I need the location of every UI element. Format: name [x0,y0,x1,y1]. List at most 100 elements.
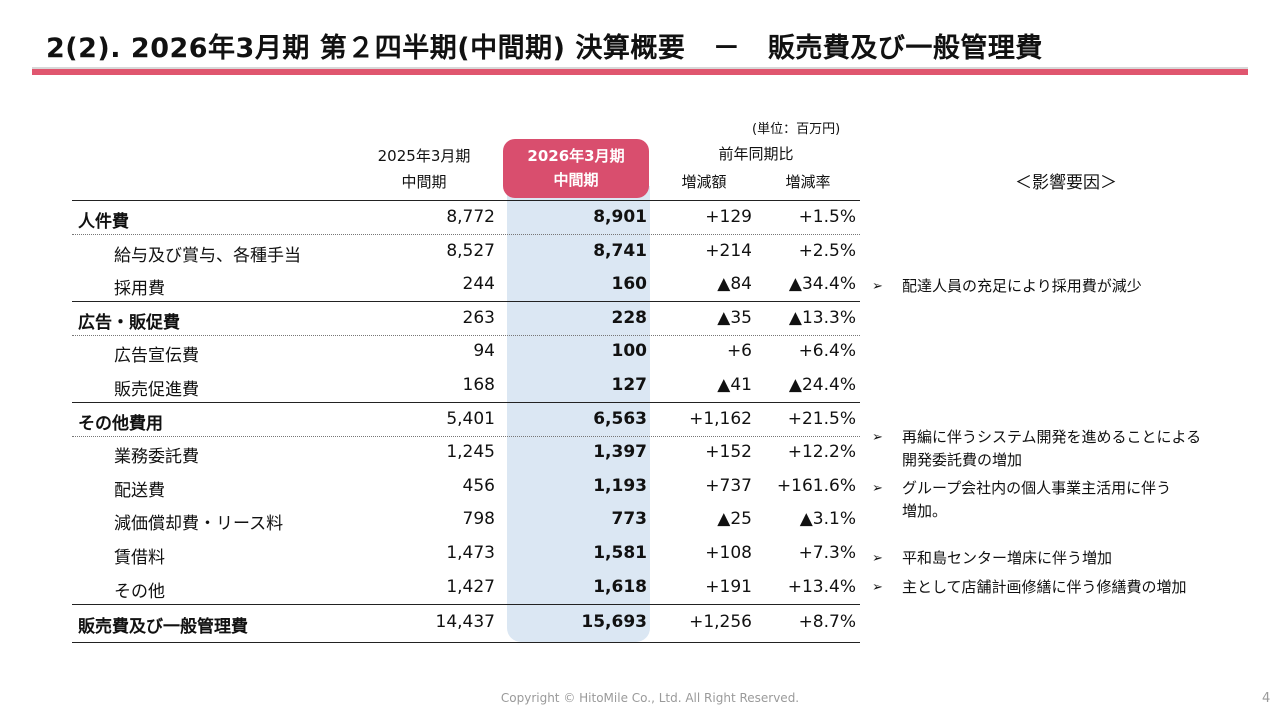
curr-value: 6,563 [593,408,647,429]
row-label: 販売費及び一般管理費 [78,617,248,638]
factor-text: グループ会社内の個人事業主活用に伴う [902,479,1172,497]
factor-text-cont: 増加。 [902,502,948,520]
table-row: その他 1,427 1,618 +191 +13.4% [72,570,860,604]
row-label: 人件費 [78,212,129,232]
current-period-year: 2026年3月期 [527,147,625,165]
curr-value: 100 [611,341,648,362]
row-label: 広告・販促費 [78,312,180,333]
current-period-label: 中間期 [553,171,599,189]
curr-value: 127 [611,374,648,395]
curr-value: 773 [611,509,648,530]
rate-value: ▲24.4% [788,374,856,395]
rate-value: +12.2% [787,442,856,463]
prev-value: 5,401 [446,408,495,429]
diff-value: ▲25 [717,509,752,530]
row-label: 販売促進費 [114,379,199,400]
table-row: 販売促進費 168 127 ▲41 ▲24.4% [72,368,860,402]
curr-value: 1,193 [593,475,647,496]
table-row: 賃借料 1,473 1,581 +108 +7.3% [72,536,860,570]
table-row-total: 販売費及び一般管理費 14,437 15,693 +1,256 +8.7% [72,603,860,641]
prev-value: 456 [462,475,495,496]
factor-text: 配達人員の充足により採用費が減少 [902,277,1142,295]
title-underline [32,69,1248,75]
table-row-personnel: 人件費 8,772 8,901 +129 +1.5% [72,200,860,234]
row-label: 給与及び賞与、各種手当 [114,245,301,266]
row-label: その他 [114,581,165,602]
prev-period-year: 2025年3月期 [377,147,471,165]
rate-value: +13.4% [787,576,856,597]
prev-value: 244 [462,274,495,295]
group-divider [72,301,860,302]
prev-value: 798 [462,509,495,530]
prev-value: 8,527 [446,240,495,261]
sga-table: 人件費 8,772 8,901 +129 +1.5% 給与及び賞与、各種手当 8… [72,200,860,641]
diff-value: +129 [705,207,752,227]
row-label: 広告宣伝費 [114,346,199,367]
rate-value: ▲3.1% [799,509,856,530]
prev-value: 94 [473,341,495,362]
diff-value: +1,162 [689,408,752,429]
factors-title: ＜影響要因＞ [1015,173,1117,193]
diff-value: +108 [705,542,752,563]
arrow-bullet-icon: ➢ [872,279,883,294]
rate-value: ▲34.4% [788,274,856,295]
arrow-bullet-icon: ➢ [872,481,883,496]
diff-value: ▲41 [717,374,752,395]
curr-value: 1,397 [593,442,647,463]
curr-value: 228 [611,307,648,328]
total-divider [72,604,860,605]
diff-value: +737 [705,475,752,496]
current-period-header: 2026年3月期 中間期 [503,139,649,198]
curr-value: 1,581 [593,542,647,563]
table-top-rule [72,200,860,201]
diff-value: ▲84 [717,274,752,295]
factor-text: 再編に伴うシステム開発を進めることによる [902,428,1202,446]
row-label: その他費用 [78,413,163,434]
curr-value: 160 [611,274,648,295]
prev-value: 14,437 [435,612,495,633]
row-label: 減価償却費・リース料 [114,514,284,535]
page-title: 2(2). 2026年3月期 第２四半期(中間期) 決算概要 － 販売費及び一般… [46,33,1043,64]
rate-value: +1.5% [798,207,856,227]
diff-value: +1,256 [689,612,752,633]
arrow-bullet-icon: ➢ [872,430,883,445]
rate-value: +8.7% [798,612,856,633]
factor-text: 主として店舗計画修繕に伴う修繕費の増加 [902,578,1187,596]
table-row-other-expenses: その他費用 5,401 6,563 +1,162 +21.5% [72,402,860,436]
group-divider [72,402,860,403]
yoy-group-header: 前年同期比 [718,145,794,163]
curr-value: 8,901 [593,207,647,227]
prev-value: 1,473 [446,542,495,563]
prev-value: 168 [462,374,495,395]
table-row: 給与及び賞与、各種手当 8,527 8,741 +214 +2.5% [72,234,860,268]
factor-text: 平和島センター増床に伴う増加 [902,549,1113,567]
row-divider [72,234,860,235]
unit-note: (単位：百万円) [752,122,841,137]
diff-value: +214 [705,240,752,261]
prev-period-header: 2025年3月期 中間期 [366,143,482,195]
curr-value: 15,693 [581,612,647,633]
prev-value: 1,427 [446,576,495,597]
row-label: 採用費 [114,279,165,300]
table-row: 配送費 456 1,193 +737 +161.6% [72,469,860,503]
rate-value: +21.5% [787,408,856,429]
rate-header: 増減率 [785,173,831,191]
arrow-bullet-icon: ➢ [872,580,883,595]
table-row: 減価償却費・リース料 798 773 ▲25 ▲3.1% [72,502,860,536]
table-bottom-rule [72,642,860,643]
diff-value: +152 [705,442,752,463]
current-period-highlight [507,186,650,642]
table-row: 広告宣伝費 94 100 +6 +6.4% [72,334,860,368]
curr-value: 8,741 [593,240,647,261]
curr-value: 1,618 [593,576,647,597]
rate-value: +161.6% [776,475,856,496]
arrow-bullet-icon: ➢ [872,551,883,566]
diff-value: ▲35 [717,307,752,328]
prev-value: 263 [462,307,495,328]
page-number: 4 [1262,691,1271,706]
rate-value: ▲13.3% [788,307,856,328]
row-divider [72,436,860,437]
row-label: 賃借料 [114,547,165,568]
row-label: 業務委託費 [114,447,199,468]
prev-period-label: 中間期 [401,173,447,191]
